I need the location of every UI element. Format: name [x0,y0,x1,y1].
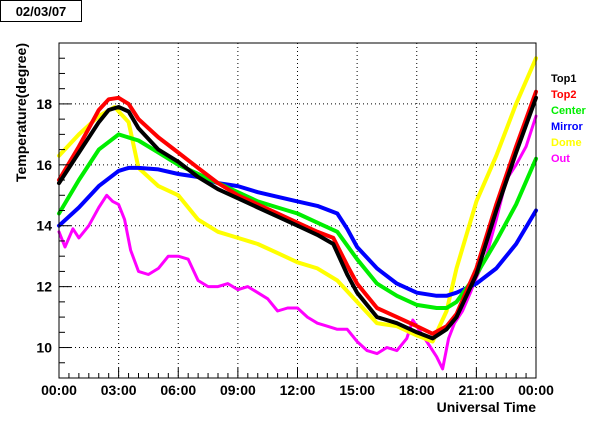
series-line-top1 [57,95,538,341]
grid [59,43,536,378]
y-tick-label: 10 [36,340,52,356]
date-box-frame [0,0,82,22]
x-tick-label: 03:00 [101,382,137,398]
legend-entry-center: Center [551,105,587,117]
x-tick-label: 06:00 [160,382,196,398]
x-tick-label: 09:00 [220,382,256,398]
series-line-center [57,132,538,310]
x-tick-label: 18:00 [399,382,435,398]
legend-entry-mirror: Mirror [551,121,584,133]
series-lines [57,56,538,371]
legend-entry-out: Out [551,153,570,165]
x-tick-label: 15:00 [339,382,375,398]
axes: 00:00 03:00 06:00 09:00 12:00 15:00 18:00 21:00… [36,57,554,398]
y-tick-label: 18 [36,96,52,112]
date-box: 02/03/07 [0,0,82,22]
x-tick-label: 12:00 [280,382,316,398]
date-label: 02/03/07 [16,4,67,19]
y-axis-title: Temperature(degree) [13,43,29,182]
x-tick-label: 00:00 [41,382,77,398]
x-axis-title: Universal Time [437,399,537,415]
legend-entry-top2: Top2 [551,89,576,101]
y-tick-label: 12 [36,279,52,295]
x-tick-label: 00:00 [518,382,554,398]
series-line-mirror [57,165,538,298]
y-tick-label: 16 [36,157,52,173]
legend-entry-dome: Dome [551,137,582,149]
x-tick-label: 21:00 [458,382,494,398]
series-line-out [57,114,538,371]
legend-entry-top1: Top1 [551,73,576,85]
y-tick-label: 14 [36,218,52,234]
legend: Top1 Top2 Center Mirror Dome Out [551,73,587,165]
